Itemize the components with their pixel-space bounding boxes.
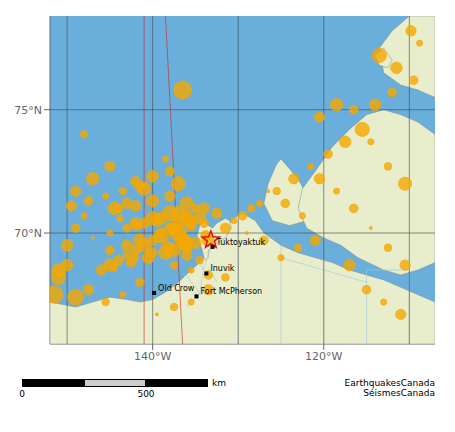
svg-text:Old Crow: Old Crow	[158, 284, 195, 293]
svg-text:Inuvik: Inuvik	[210, 264, 234, 273]
svg-text:Fort McPherson: Fort McPherson	[200, 287, 262, 296]
html-text:0: 0	[19, 389, 25, 399]
svg-text:120°W: 120°W	[305, 350, 342, 363]
svg-text:70°N: 70°N	[14, 227, 42, 240]
svg-text:140°W: 140°W	[134, 350, 171, 363]
html-text:km: km	[212, 378, 226, 388]
html-text:EarthquakesCanada SéismesCanad: EarthquakesCanada SéismesCanada	[344, 378, 435, 398]
svg-text:Tuktoyaktuk: Tuktoyaktuk	[216, 238, 266, 247]
svg-text:75°N: 75°N	[14, 104, 42, 117]
html-text:500: 500	[137, 389, 155, 399]
